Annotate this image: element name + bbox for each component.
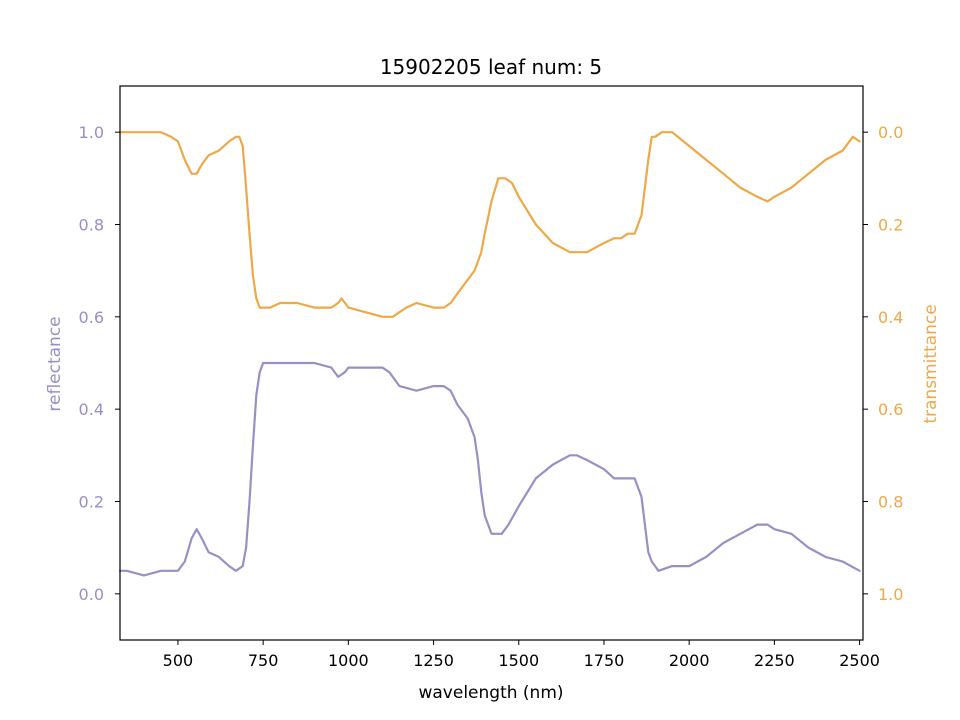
x-tick-label: 750: [248, 651, 279, 670]
x-axis-title: wavelength (nm): [418, 683, 563, 703]
x-tick-label: 2250: [754, 651, 795, 670]
y-right-tick-label: 0.0: [878, 123, 903, 142]
y-left-tick-label: 1.0: [79, 123, 104, 142]
y-left-tick-label: 0.8: [79, 216, 104, 235]
axes-frame: [119, 85, 864, 641]
y-left-tick-label: 0.2: [79, 493, 104, 512]
axes-border: [119, 85, 864, 641]
y-right-tick-label: 0.8: [878, 493, 903, 512]
y-left-tick-label: 0.0: [79, 585, 104, 604]
series-transmittance-line: [118, 131, 861, 318]
x-tick-label: 2500: [839, 651, 880, 670]
x-tick-label: 1500: [498, 651, 539, 670]
y-right-tick-label: 0.4: [878, 308, 903, 327]
x-tick-label: 1250: [413, 651, 454, 670]
plot-area: [118, 131, 861, 577]
x-tick-label: 500: [163, 651, 194, 670]
y-right-tick-label: 0.2: [878, 216, 903, 235]
y-right-tick-label: 1.0: [878, 585, 903, 604]
y-left-tick-label: 0.4: [79, 400, 104, 419]
series-reflectance-line: [118, 361, 861, 577]
y-axis-title-right: transmittance: [921, 304, 941, 423]
y-left-tick-label: 0.6: [79, 308, 104, 327]
chart-title: 15902205 leaf num: 5: [380, 55, 602, 79]
y-right-tick-label: 0.6: [878, 400, 903, 419]
ticks: 500 750 1000 1250 1500 1750 2000 2250 2500 0.0 0.2…: [79, 123, 904, 670]
x-tick-label: 1000: [328, 651, 369, 670]
x-tick-label: 1750: [584, 651, 625, 670]
y-axis-title-left: reflectance: [45, 316, 65, 411]
x-tick-label: 2000: [669, 651, 710, 670]
